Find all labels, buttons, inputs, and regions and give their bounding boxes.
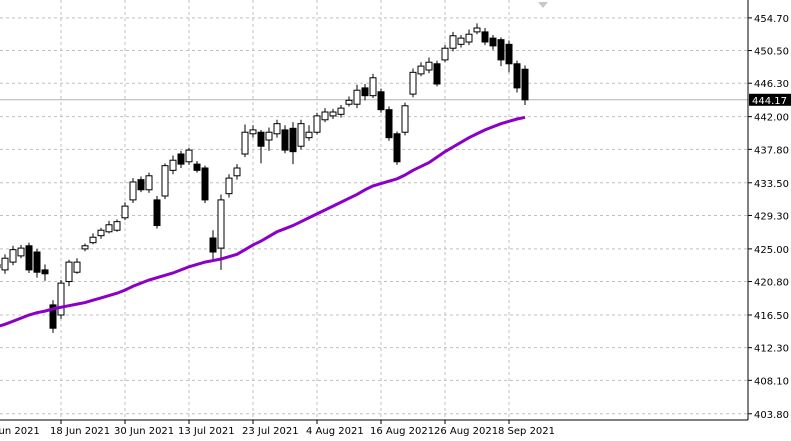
candle-body [153, 199, 161, 227]
x-tick-label: 30 Jun 2021 [114, 426, 174, 437]
moving-average-line [0, 115, 526, 328]
candle-body [409, 71, 417, 95]
candle-body [25, 245, 33, 271]
plot-area [0, 0, 748, 420]
y-tick-label: 420.80 [754, 278, 789, 289]
candle-body [433, 63, 441, 85]
candle-body [505, 43, 513, 65]
candle-body [449, 35, 457, 49]
candle-body [521, 68, 529, 101]
price-box [749, 93, 791, 106]
candle-body [209, 237, 217, 253]
y-tick-label: 433.50 [754, 179, 789, 190]
candle-body [497, 39, 505, 61]
candle-body [441, 47, 449, 61]
candle-body [65, 261, 73, 283]
y-tick-label: 437.80 [754, 145, 789, 156]
y-tick-label: 408.10 [754, 376, 789, 387]
x-tick-label: 16 Aug 2021 [370, 426, 434, 437]
candle-body [313, 115, 321, 133]
candle-body [265, 131, 273, 141]
candle-body [401, 105, 409, 133]
candle-body [513, 63, 521, 89]
candle-body [361, 87, 369, 97]
x-tick-label: 4 Aug 2021 [306, 426, 364, 437]
candle-body [185, 149, 193, 163]
y-tick-label: 429.30 [754, 211, 789, 222]
candle-body [201, 167, 209, 201]
candle-body [105, 224, 113, 233]
candle-body [113, 221, 121, 231]
candle-body [81, 245, 89, 250]
y-tick-label: 454.70 [754, 14, 789, 25]
candle-body [417, 65, 425, 75]
candle-body [89, 236, 97, 244]
candle-body [241, 131, 249, 155]
candle-body [489, 37, 497, 47]
y-tick-label: 416.50 [754, 311, 789, 322]
candle-body [297, 123, 305, 147]
candle-body [369, 77, 377, 97]
candle-body [137, 179, 145, 191]
candle-body [353, 89, 361, 105]
candle-body [33, 251, 41, 273]
candle-body [233, 167, 241, 177]
candle-body [457, 37, 465, 45]
candle-body [9, 249, 17, 263]
candle-body [473, 27, 481, 33]
candle-body [225, 177, 233, 195]
candle-body [1, 257, 9, 271]
x-tick-label: 18 Jun 2021 [50, 426, 110, 437]
x-tick-label: 8 Jun 2021 [0, 426, 40, 437]
y-tick-label: 412.30 [754, 344, 789, 355]
candle-body [257, 131, 265, 147]
price-label: 444.17 [752, 96, 787, 107]
candle-body [273, 123, 281, 135]
candle-body [49, 304, 57, 329]
candle-body [177, 153, 185, 165]
y-tick-label: 403.80 [754, 410, 789, 421]
candle-body [385, 109, 393, 139]
candle-body [217, 199, 225, 249]
candle-body [97, 229, 105, 237]
candle-body [161, 165, 169, 197]
shift-marker [538, 2, 548, 8]
candle-body [129, 181, 137, 201]
candle-body [169, 159, 177, 171]
candle-body [281, 129, 289, 151]
candle-body [193, 163, 201, 171]
candle-body [305, 131, 313, 139]
candle-body [425, 61, 433, 71]
candle-body [345, 99, 353, 105]
candle-body [377, 91, 385, 111]
candle-body [121, 205, 129, 219]
x-tick-label: 26 Aug 2021 [434, 426, 498, 437]
candle-body [73, 261, 81, 273]
candle-body [337, 107, 345, 115]
candle-body [321, 111, 329, 121]
candle-body [41, 269, 49, 275]
candle-body [249, 129, 257, 135]
candle-body [329, 111, 337, 117]
candle-body [393, 133, 401, 163]
candle-body [465, 33, 473, 43]
candle-body [481, 31, 489, 43]
candle-body [57, 282, 65, 316]
candle-body [145, 175, 153, 191]
y-tick-label: 450.50 [754, 47, 789, 58]
x-tick-label: 8 Sep 2021 [498, 426, 555, 437]
y-tick-label: 442.00 [754, 113, 789, 124]
candle-body [17, 247, 25, 257]
candle-body [289, 127, 297, 153]
x-tick-label: 23 Jul 2021 [242, 426, 299, 437]
y-tick-label: 446.30 [754, 79, 789, 90]
x-tick-label: 13 Jul 2021 [178, 426, 235, 437]
y-tick-label: 425.00 [754, 245, 789, 256]
